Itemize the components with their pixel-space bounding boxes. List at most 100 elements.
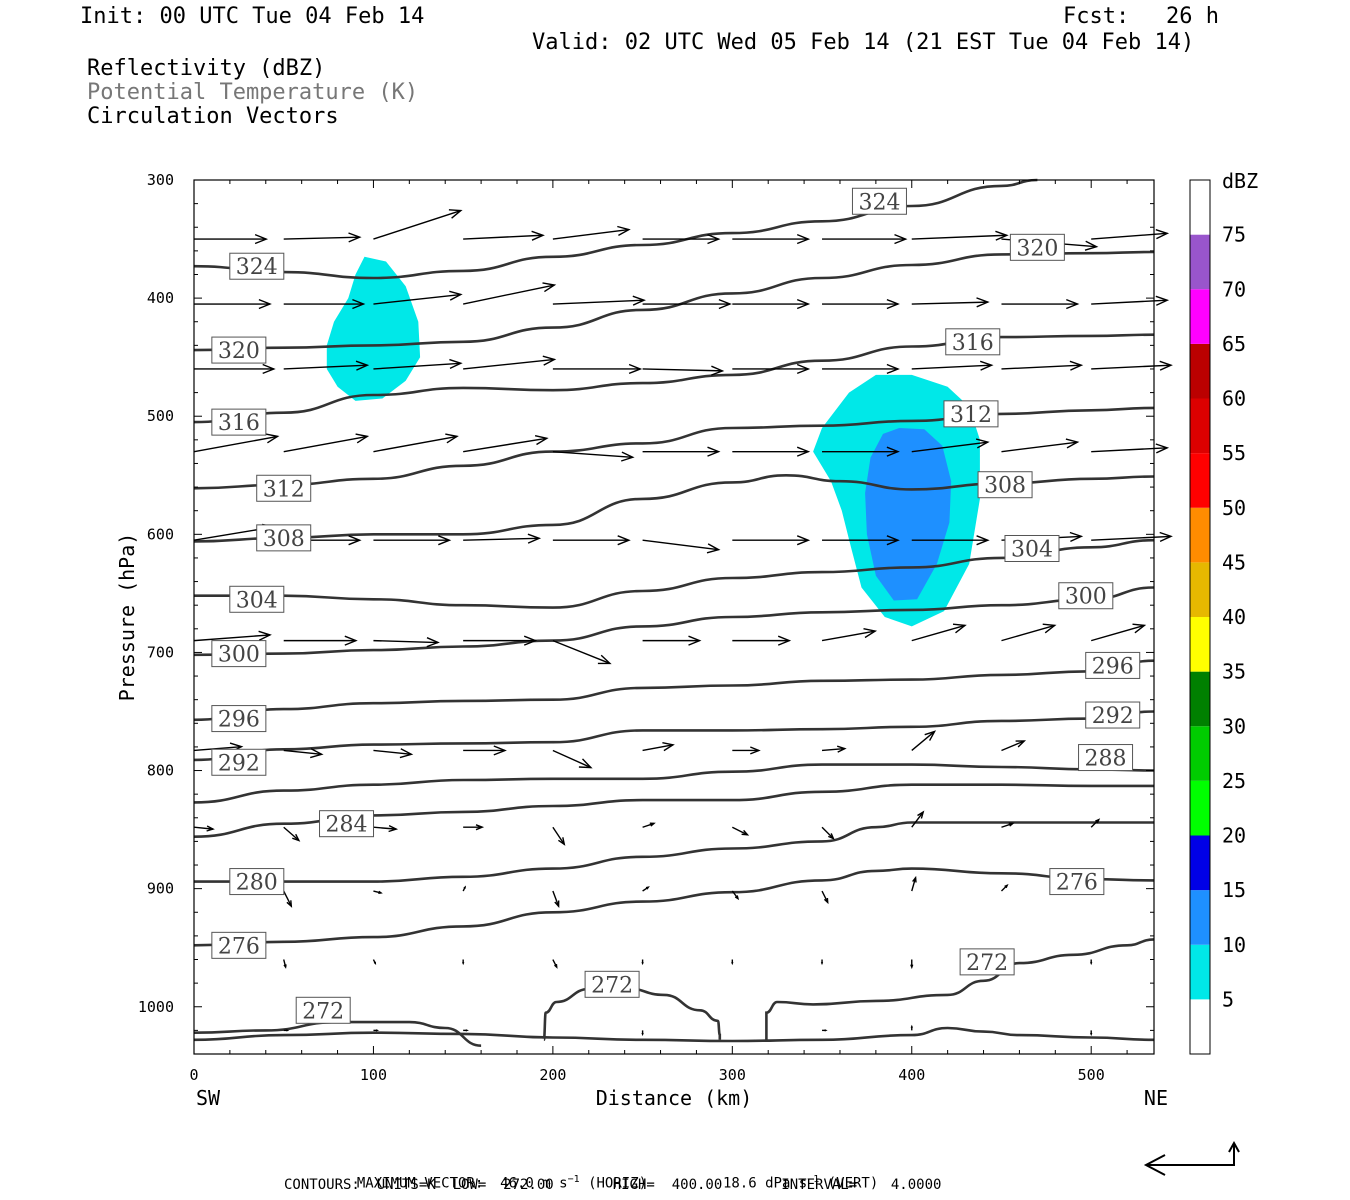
contour-label: 312 (950, 403, 992, 428)
vector-head (641, 961, 644, 966)
field-potential-temperature: Potential Temperature (K) (87, 80, 419, 105)
contour-label-box (229, 252, 285, 280)
contour-label: 296 (1092, 654, 1134, 679)
vector-shaft (193, 634, 271, 642)
vector-head (632, 295, 646, 306)
vector-shaft (911, 624, 966, 642)
init-time: Init: 00 UTC Tue 04 Feb 14 (80, 4, 425, 29)
colorbar-segment-20 (1190, 780, 1210, 836)
circulation-vector (463, 533, 542, 544)
circulation-vector (1000, 883, 1009, 892)
vector-head (976, 297, 990, 308)
circulation-vector (1091, 295, 1170, 306)
y-axis-title: Pressure (hPa) (115, 533, 139, 702)
circulation-vector (1001, 740, 1027, 752)
vector-head (344, 635, 358, 646)
contour-label-box (295, 996, 351, 1024)
vector-head (426, 637, 440, 648)
circulation-vector (283, 298, 366, 310)
vector-shaft (1001, 364, 1082, 370)
contour-label-box (211, 705, 267, 733)
contour-label: 276 (1056, 871, 1098, 896)
contour-label: 316 (952, 331, 994, 356)
vector-head (976, 535, 990, 546)
circulation-vector (642, 822, 656, 828)
contour-label: 320 (218, 339, 260, 364)
circulation-vector (642, 233, 721, 245)
contour-label-box (977, 471, 1033, 499)
vector-shaft (1091, 535, 1172, 541)
vector-head (910, 964, 914, 970)
vector-shaft (911, 730, 936, 751)
vector-head (641, 1032, 644, 1037)
circulation-vector (822, 233, 908, 245)
vector-shaft (373, 362, 461, 370)
circulation-vector (194, 233, 269, 245)
circulation-vector (373, 748, 414, 759)
vector-head (662, 742, 675, 752)
vector-shaft (911, 364, 992, 370)
contour-label-box (256, 524, 312, 552)
contour-label: 292 (218, 751, 260, 776)
contour-label-box (211, 748, 267, 776)
vector-head (706, 543, 721, 554)
vector-head (1090, 961, 1093, 966)
vector-head (558, 837, 566, 846)
colorbar-segment-65 (1190, 289, 1210, 344)
vector-head (796, 298, 811, 310)
circulation-vector (552, 295, 646, 306)
colorbar-tick-label: 25 (1222, 769, 1246, 793)
circulation-vector (641, 959, 644, 966)
vector-head (731, 961, 734, 966)
vector-shaft (1091, 447, 1168, 453)
vector-head (823, 897, 829, 905)
max-vector-horiz-label: (HORIZ) (588, 1175, 648, 1192)
colorbar-segment-25 (1190, 726, 1210, 781)
vector-head (836, 745, 847, 753)
vector-shaft (373, 639, 439, 644)
x-left-end-label: SW (196, 1086, 221, 1110)
field-reflectivity: Reflectivity (dBZ) (87, 56, 326, 81)
vector-shaft (642, 539, 719, 551)
circulation-vector (910, 1024, 913, 1031)
contour-label: 288 (1085, 747, 1127, 772)
contour-label-box (1078, 744, 1134, 772)
vector-shaft (373, 435, 458, 453)
contour-label-box (256, 474, 312, 502)
colorbar-segment-60 (1190, 343, 1210, 399)
vector-head (448, 209, 463, 219)
vector-head (554, 964, 558, 969)
contour-info-note: CONTOURS: UNITS=K LOW= 272.00 HIGH= 400.… (284, 1177, 942, 1193)
vector-head (863, 628, 878, 639)
vector-head (493, 745, 507, 756)
vector-shaft (283, 890, 292, 907)
vector-head (1155, 229, 1170, 240)
contour-label: 320 (1016, 236, 1058, 261)
circulation-vector (372, 959, 377, 965)
circulation-vector (463, 824, 485, 831)
circulation-vector (373, 433, 459, 453)
vector-shaft (193, 826, 214, 830)
vector-shaft (911, 877, 917, 892)
vector-head (820, 961, 824, 966)
vector-head (886, 446, 900, 457)
colorbar-segment-75 (1190, 180, 1210, 235)
contour-label-box (1049, 868, 1105, 896)
vector-head (750, 746, 761, 755)
vector-head (258, 630, 272, 641)
vector-head (310, 748, 324, 759)
vector-head (597, 654, 612, 665)
circulation-vector (822, 535, 900, 546)
circulation-vector (463, 635, 538, 646)
vector-head (796, 535, 811, 546)
x-tick-label: 200 (539, 1066, 566, 1084)
colorbar-segment-15 (1190, 835, 1210, 891)
circulation-vector (463, 745, 507, 756)
contour-label-box (851, 187, 907, 215)
contour-label-box (945, 328, 1001, 356)
circulation-vector (642, 365, 725, 376)
vector-head (796, 363, 811, 375)
circulation-vector (283, 360, 370, 371)
vector-head (375, 1029, 380, 1032)
